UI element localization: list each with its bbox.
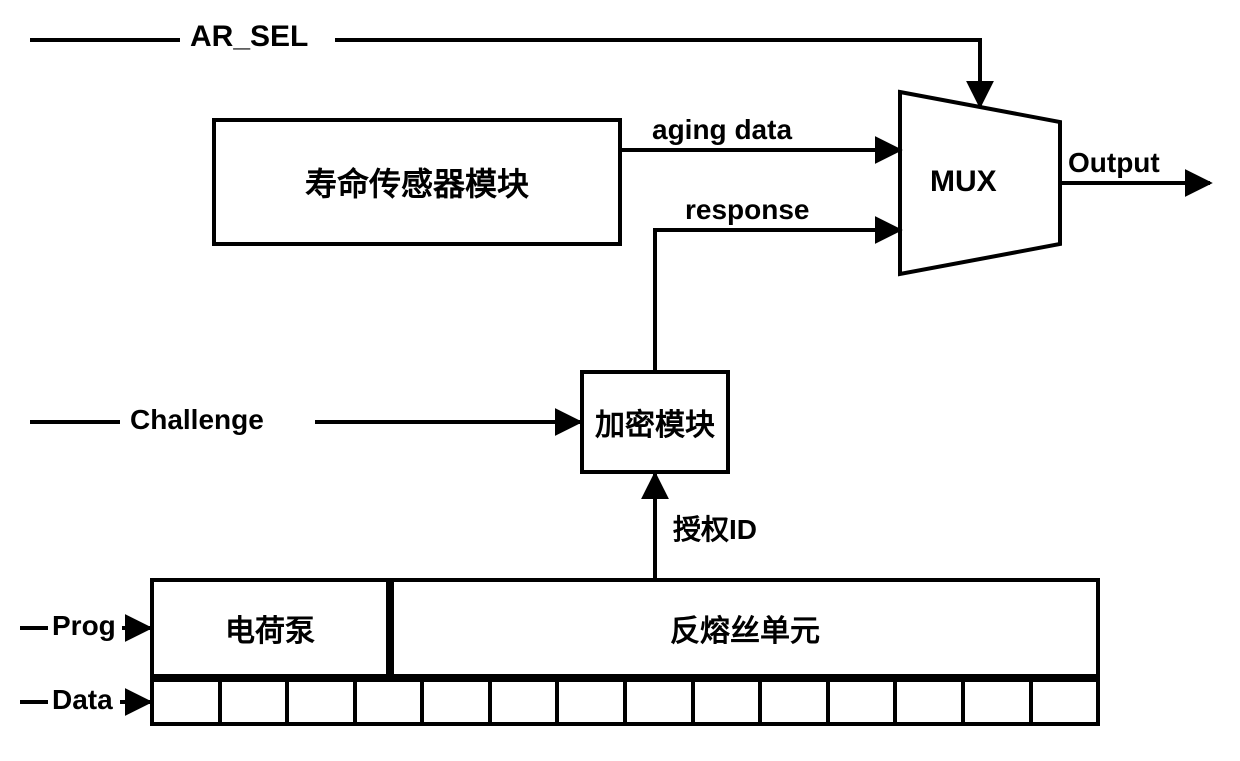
auth-id-label: 授权ID	[673, 508, 757, 548]
data-cell	[420, 678, 492, 726]
data-label: Data	[52, 684, 113, 716]
data-cell	[353, 678, 425, 726]
challenge-label: Challenge	[130, 404, 264, 436]
data-cell	[826, 678, 898, 726]
data-cell	[285, 678, 357, 726]
life-sensor-block: 寿命传感器模块	[212, 118, 622, 246]
mux-label: MUX	[930, 165, 997, 199]
data-cell	[488, 678, 560, 726]
output-label: Output	[1068, 147, 1160, 179]
data-cell	[758, 678, 830, 726]
data-cell	[691, 678, 763, 726]
data-cell	[623, 678, 695, 726]
encrypt-block: 加密模块	[580, 370, 730, 474]
data-cell	[218, 678, 290, 726]
charge-pump-label: 电荷泵	[225, 606, 315, 650]
antifuse-label: 反熔丝单元	[670, 606, 820, 650]
data-cell	[555, 678, 627, 726]
data-cell	[150, 678, 222, 726]
data-cell	[961, 678, 1033, 726]
prog-label: Prog	[52, 610, 116, 642]
data-cell	[893, 678, 965, 726]
antifuse-block: 反熔丝单元	[390, 578, 1100, 678]
life-sensor-label: 寿命传感器模块	[305, 159, 529, 205]
data-strip	[150, 678, 1100, 726]
ar-sel-label: AR_SEL	[190, 20, 308, 54]
encrypt-label: 加密模块	[595, 400, 715, 444]
data-cell	[1029, 678, 1101, 726]
aging-data-label: aging data	[652, 114, 792, 146]
response-label: response	[685, 194, 810, 226]
charge-pump-block: 电荷泵	[150, 578, 390, 678]
